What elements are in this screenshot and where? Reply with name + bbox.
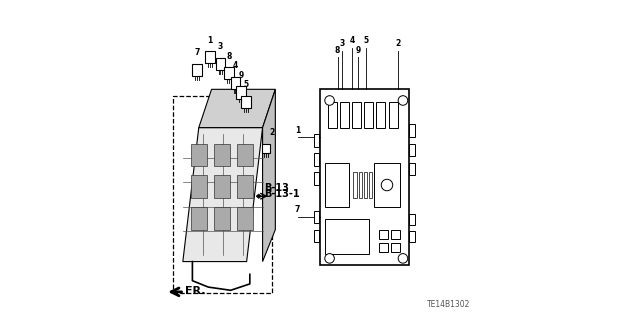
Bar bbox=[314, 153, 319, 166]
Text: 2: 2 bbox=[269, 128, 274, 137]
Bar bbox=[379, 230, 388, 239]
Bar bbox=[173, 96, 272, 293]
Bar bbox=[410, 163, 415, 175]
Bar bbox=[214, 207, 230, 230]
Bar bbox=[410, 144, 415, 156]
Bar bbox=[410, 214, 415, 225]
Bar bbox=[191, 207, 207, 230]
Text: 1: 1 bbox=[295, 126, 300, 135]
Text: 8: 8 bbox=[227, 52, 232, 61]
Text: 7: 7 bbox=[295, 205, 300, 214]
Bar bbox=[262, 144, 269, 153]
Bar bbox=[237, 207, 253, 230]
Bar bbox=[410, 231, 415, 242]
Bar bbox=[328, 102, 337, 128]
Bar bbox=[314, 230, 319, 242]
Polygon shape bbox=[256, 194, 261, 198]
Circle shape bbox=[398, 96, 408, 105]
Bar bbox=[379, 243, 388, 252]
Bar bbox=[193, 64, 202, 76]
Bar bbox=[324, 163, 349, 207]
Bar bbox=[391, 243, 400, 252]
Bar bbox=[353, 172, 356, 198]
Bar bbox=[410, 124, 415, 137]
Bar bbox=[214, 144, 230, 166]
Bar bbox=[191, 175, 207, 198]
Bar bbox=[224, 67, 234, 79]
Text: 2: 2 bbox=[396, 40, 401, 48]
Bar bbox=[340, 102, 349, 128]
Text: 4: 4 bbox=[233, 61, 238, 70]
Polygon shape bbox=[199, 89, 275, 128]
Circle shape bbox=[324, 96, 334, 105]
Bar bbox=[214, 175, 230, 198]
Text: 4: 4 bbox=[349, 36, 355, 45]
Bar bbox=[230, 77, 240, 89]
Text: 9: 9 bbox=[238, 71, 243, 80]
Text: 1: 1 bbox=[207, 36, 212, 45]
Text: 3: 3 bbox=[218, 42, 223, 51]
Bar bbox=[314, 211, 319, 223]
Bar bbox=[237, 175, 253, 198]
Bar bbox=[237, 144, 253, 166]
Circle shape bbox=[381, 179, 393, 191]
Bar bbox=[358, 172, 362, 198]
Bar bbox=[205, 51, 215, 63]
Text: 5: 5 bbox=[243, 80, 248, 89]
Text: 3: 3 bbox=[340, 40, 345, 48]
Bar bbox=[216, 58, 225, 70]
Text: B-13-1: B-13-1 bbox=[264, 189, 300, 199]
Bar bbox=[374, 163, 400, 207]
Bar bbox=[388, 102, 397, 128]
Text: B-13: B-13 bbox=[264, 183, 289, 193]
Bar bbox=[236, 86, 246, 99]
Text: 5: 5 bbox=[364, 36, 369, 45]
Circle shape bbox=[324, 254, 334, 263]
Bar bbox=[320, 89, 410, 265]
Text: TE14B1302: TE14B1302 bbox=[426, 300, 470, 309]
Circle shape bbox=[398, 254, 408, 263]
Bar bbox=[369, 172, 372, 198]
Text: 8: 8 bbox=[335, 46, 340, 55]
Bar bbox=[191, 144, 207, 166]
Polygon shape bbox=[262, 89, 275, 262]
Bar bbox=[391, 230, 400, 239]
Bar bbox=[241, 96, 251, 108]
Bar bbox=[324, 219, 369, 254]
Text: FR.: FR. bbox=[186, 286, 206, 296]
Bar bbox=[352, 102, 361, 128]
Text: 9: 9 bbox=[356, 46, 361, 55]
Polygon shape bbox=[183, 128, 262, 262]
Bar bbox=[364, 102, 373, 128]
Bar bbox=[314, 172, 319, 185]
Bar bbox=[314, 134, 319, 147]
Text: 7: 7 bbox=[195, 48, 200, 57]
Bar bbox=[376, 102, 385, 128]
Bar bbox=[364, 172, 367, 198]
